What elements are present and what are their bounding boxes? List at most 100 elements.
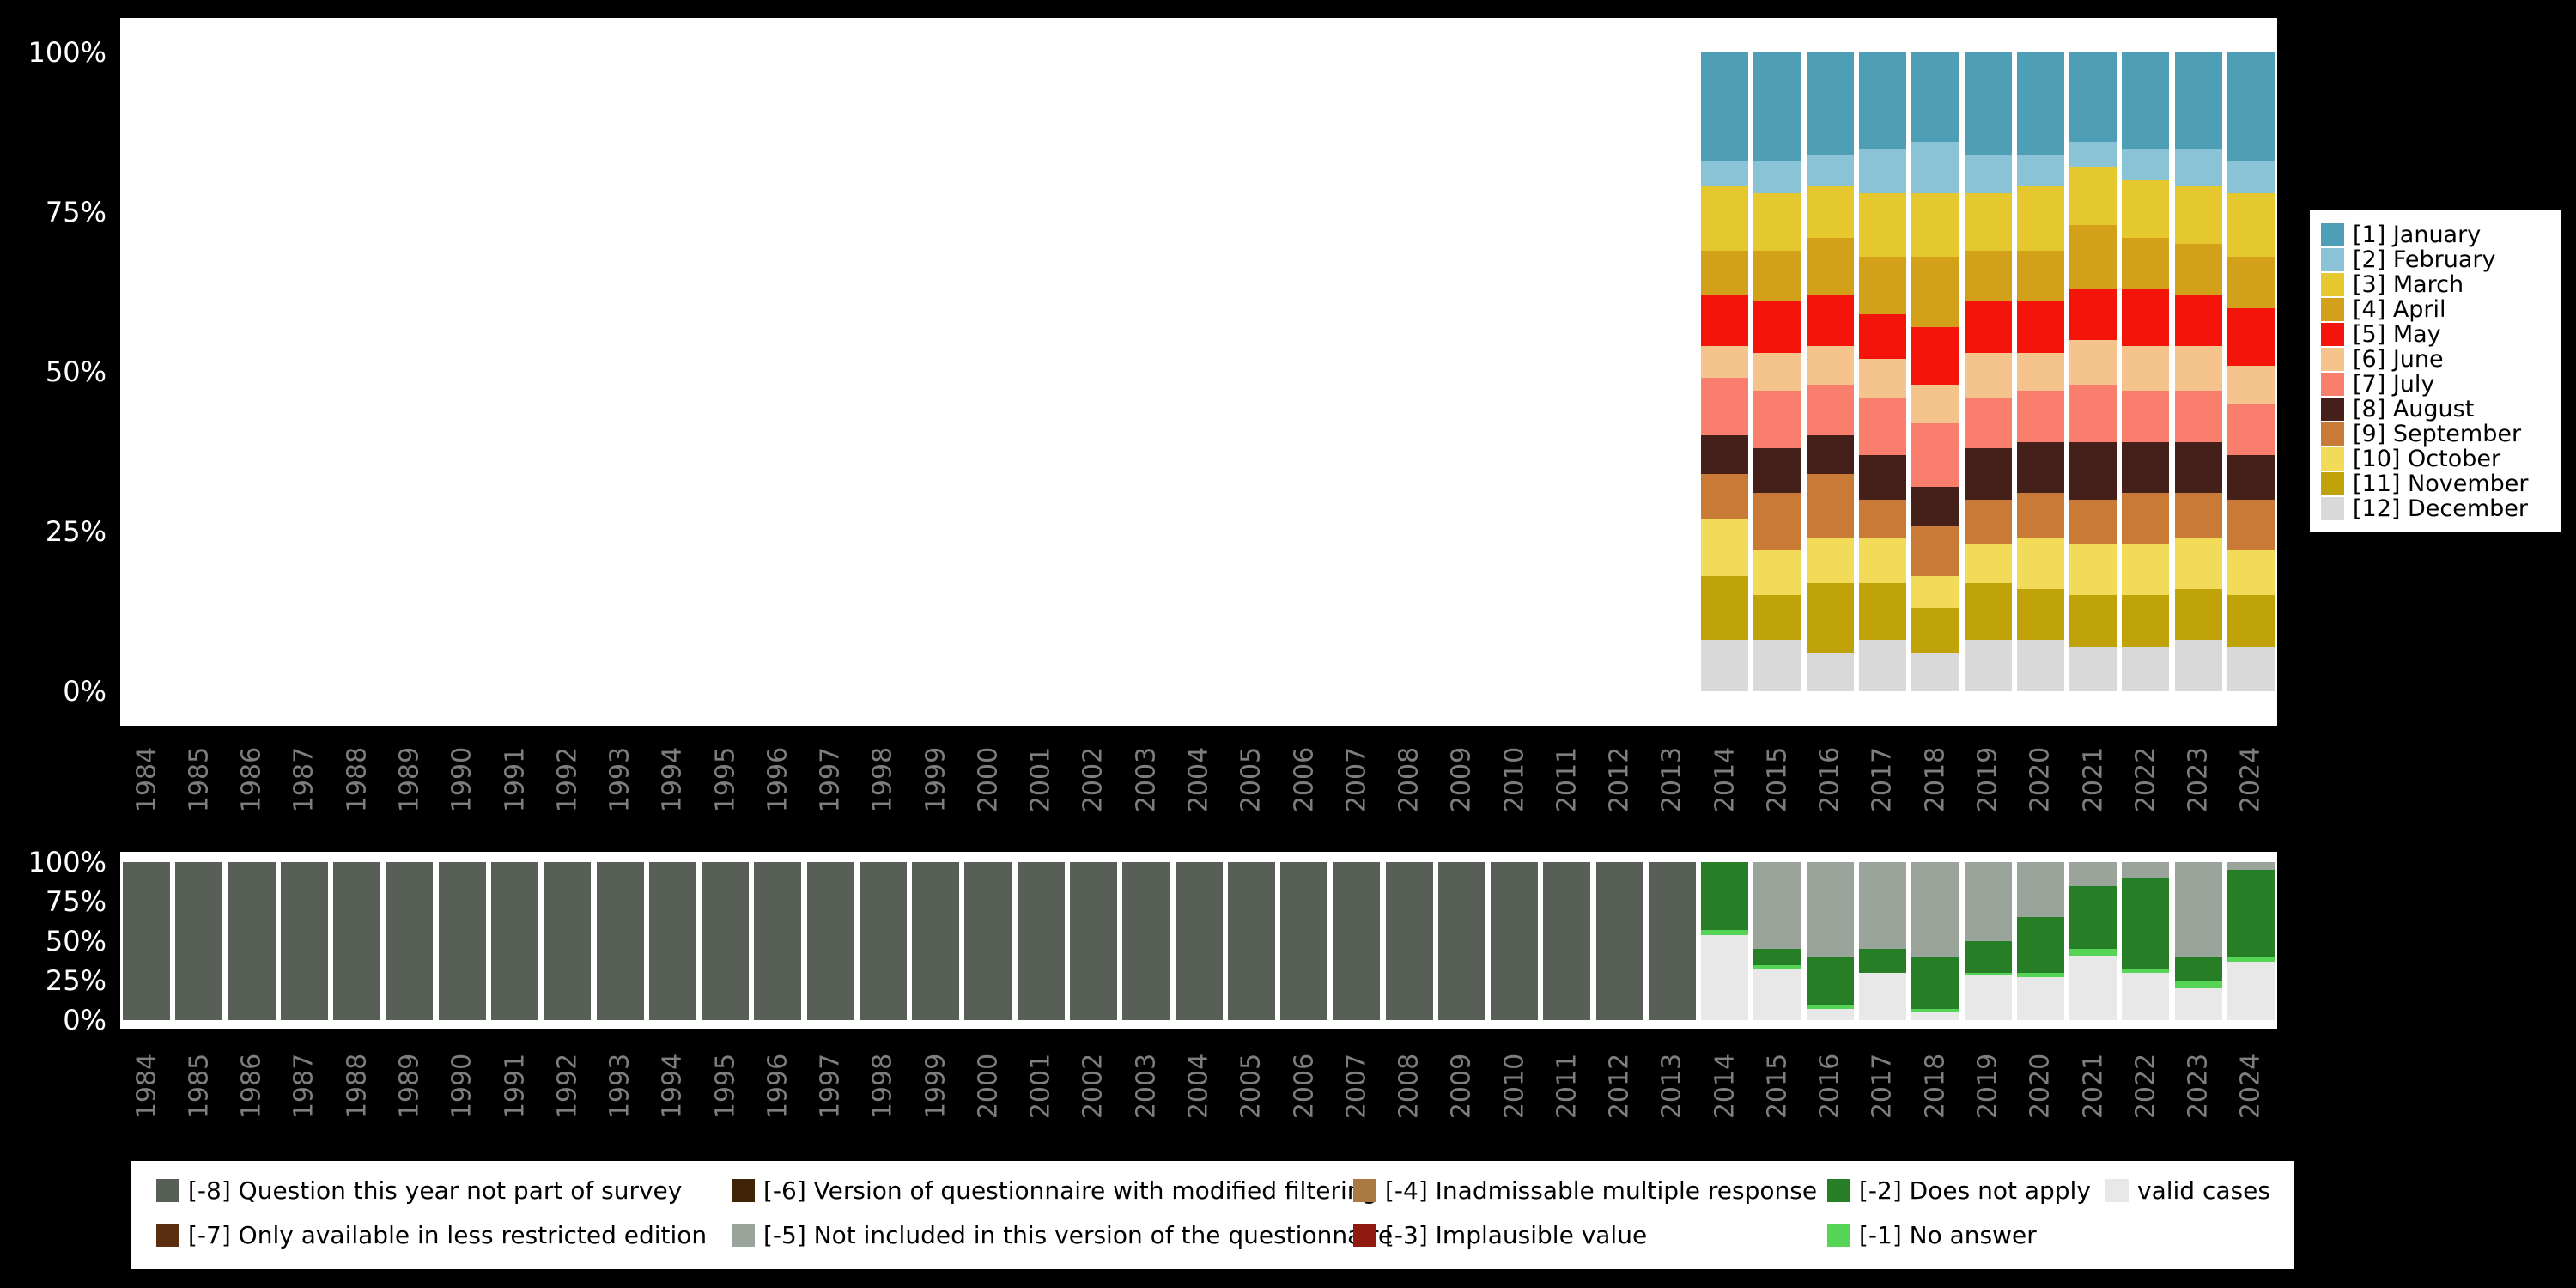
legend-item: [-8] Question this year not part of surv… <box>156 1176 682 1205</box>
x-axis-year-label: 2001 <box>1025 746 1056 813</box>
bar-segment <box>2122 179 2170 238</box>
bar-segment <box>2122 646 2170 691</box>
x-axis-year-label: 1992 <box>552 1053 583 1120</box>
bar-segment <box>2016 862 2064 918</box>
x-axis-year-label: 1994 <box>657 746 688 813</box>
bar-segment <box>2069 885 2117 950</box>
bar-segment <box>1911 525 1959 577</box>
x-axis-year-label: 2008 <box>1394 1053 1425 1120</box>
legend-item: [-5] Not included in this version of the… <box>732 1221 1393 1249</box>
x-axis-year-label: 2013 <box>1656 1053 1687 1120</box>
bar-segment <box>2016 640 2064 691</box>
bar-segment <box>2069 949 2117 956</box>
bar-segment <box>1964 352 2012 398</box>
legend-label: [10] October <box>2353 446 2501 472</box>
legend-item: [11] November <box>2321 471 2528 497</box>
x-axis-year-label: 2021 <box>2078 746 2109 813</box>
x-axis-year-label: 2020 <box>2025 1053 2056 1120</box>
bar-segment <box>2174 538 2222 589</box>
bar-segment <box>2016 52 2064 155</box>
x-axis-year-label: 2022 <box>2130 1053 2161 1120</box>
bar-segment <box>2016 391 2064 442</box>
x-axis-year-label: 2009 <box>1446 746 1477 813</box>
bar-segment <box>1858 359 1906 398</box>
bar-segment <box>1858 582 1906 641</box>
bar-segment <box>2227 550 2275 596</box>
bar-segment <box>1858 640 1906 691</box>
x-axis-year-label: 2016 <box>1814 746 1845 813</box>
bar-segment <box>1385 862 1433 1020</box>
bar-segment <box>2122 237 2170 289</box>
bar-segment <box>1701 435 1749 475</box>
x-axis-year-label: 2024 <box>2235 1053 2266 1120</box>
bar-segment <box>1964 941 2012 973</box>
legend-swatch <box>2321 223 2344 246</box>
bar-segment <box>1964 544 2012 583</box>
bar-segment <box>1701 250 1749 295</box>
x-axis-year-label: 2018 <box>1920 746 1951 813</box>
bar-segment <box>491 862 538 1020</box>
x-axis-year-label: 1993 <box>605 1053 635 1120</box>
legend-swatch <box>1827 1179 1850 1202</box>
bar-segment <box>1911 257 1959 327</box>
legend-label: [-3] Implausible value <box>1385 1221 1648 1249</box>
x-axis-year-label: 1989 <box>394 746 425 813</box>
bar-segment <box>1806 237 1854 295</box>
legend-swatch <box>2321 398 2344 421</box>
x-axis-year-label: 2003 <box>1131 746 1162 813</box>
bar-segment <box>1701 186 1749 251</box>
x-axis-year-label: 2011 <box>1552 746 1583 813</box>
bar-segment <box>2122 391 2170 442</box>
bar-segment <box>2016 301 2064 353</box>
bar-segment <box>1858 454 1906 500</box>
bar-segment <box>1964 301 2012 353</box>
x-axis-year-label: 2010 <box>1499 1053 1530 1120</box>
legend-swatch <box>2105 1179 2129 1202</box>
x-axis-year-label: 2013 <box>1656 746 1687 813</box>
bar-segment <box>1858 257 1906 315</box>
x-axis-year-label: 1987 <box>289 746 319 813</box>
bar-segment <box>1858 148 1906 193</box>
legend-label: [7] July <box>2353 371 2435 398</box>
x-axis-year-label: 2014 <box>1710 746 1741 813</box>
bar-segment <box>1911 576 1959 609</box>
legend-label: [11] November <box>2353 471 2529 497</box>
bar-segment <box>2122 972 2170 1020</box>
bar-segment <box>2174 52 2222 149</box>
bar-segment <box>2174 640 2222 691</box>
legend-swatch <box>2321 497 2344 520</box>
bar-segment <box>859 862 907 1020</box>
x-axis-year-label: 2006 <box>1289 746 1320 813</box>
bar-segment <box>1753 949 1801 965</box>
y-axis-tick-label: 25% <box>45 515 106 548</box>
bar-segment <box>1753 192 1801 251</box>
x-axis-year-label: 2006 <box>1289 1053 1320 1120</box>
bar-segment <box>1491 862 1539 1020</box>
legend-label: [4] April <box>2353 296 2446 323</box>
legend-swatch <box>2321 373 2344 396</box>
y-axis-tick-label: 100% <box>27 36 106 69</box>
bar-segment <box>2227 957 2275 962</box>
legend-item: [5] May <box>2321 321 2441 348</box>
bar-segment <box>2174 346 2222 392</box>
bar-segment <box>1753 391 1801 449</box>
bar-segment <box>2227 862 2275 871</box>
bar-segment <box>1858 862 1906 950</box>
bar-segment <box>2227 365 2275 404</box>
bar-segment <box>1701 295 1749 347</box>
bar-segment <box>2069 862 2117 886</box>
legend-label: [5] May <box>2353 321 2441 348</box>
x-axis-year-label: 1986 <box>236 1053 267 1120</box>
x-axis-year-label: 1992 <box>552 746 583 813</box>
x-axis-year-label: 1995 <box>710 1053 741 1120</box>
bar-segment <box>1806 384 1854 436</box>
legend-label: [-8] Question this year not part of surv… <box>188 1176 683 1205</box>
bar-segment <box>1175 862 1223 1020</box>
bar-segment <box>1701 346 1749 379</box>
x-axis-year-label: 2015 <box>1762 746 1793 813</box>
bar-segment <box>1911 862 1959 957</box>
legend-swatch <box>2321 348 2344 371</box>
bar-segment <box>1806 186 1854 238</box>
x-axis-year-label: 1985 <box>184 1053 215 1120</box>
x-axis-year-label: 1994 <box>657 1053 688 1120</box>
